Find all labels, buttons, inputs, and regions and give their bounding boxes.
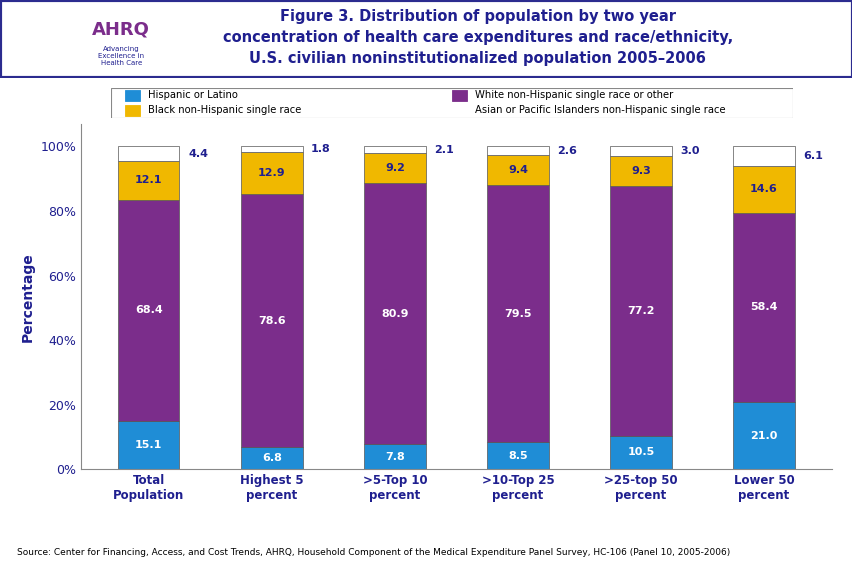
Text: 12.1: 12.1 (135, 175, 162, 185)
Bar (733, 166, 794, 213)
Bar (609, 156, 671, 186)
Text: 12.9: 12.9 (257, 168, 285, 178)
Bar (486, 146, 548, 155)
Text: 79.5: 79.5 (504, 309, 531, 319)
Text: 68.4: 68.4 (135, 305, 163, 315)
Text: Asian or Pacific Islanders non-Hispanic single race: Asian or Pacific Islanders non-Hispanic … (475, 105, 725, 115)
Bar (452, 105, 467, 116)
Bar (364, 153, 425, 183)
Bar (609, 435, 671, 469)
Text: AHRQ: AHRQ (92, 20, 150, 38)
Text: Black non-Hispanic single race: Black non-Hispanic single race (147, 105, 301, 115)
Bar (118, 161, 179, 200)
Bar (486, 185, 548, 442)
Text: 3.0: 3.0 (680, 146, 699, 156)
Text: 21.0: 21.0 (750, 430, 777, 441)
Bar (733, 146, 794, 166)
Bar (118, 146, 179, 161)
Bar (733, 213, 794, 401)
Text: 1.8: 1.8 (311, 144, 331, 154)
Text: Advancing
Excellence in
Health Care: Advancing Excellence in Health Care (98, 46, 144, 66)
Bar (364, 183, 425, 444)
Text: Hispanic or Latino: Hispanic or Latino (147, 90, 238, 100)
Text: 4.4: 4.4 (188, 149, 208, 158)
Bar (452, 90, 467, 101)
Text: 9.3: 9.3 (630, 166, 650, 176)
Text: Source: Center for Financing, Access, and Cost Trends, AHRQ, Household Component: Source: Center for Financing, Access, an… (17, 548, 729, 558)
Bar (241, 146, 302, 152)
Text: 6.8: 6.8 (262, 453, 281, 464)
Text: 7.8: 7.8 (384, 452, 404, 462)
Text: 9.4: 9.4 (507, 165, 527, 175)
Bar (364, 146, 425, 153)
Text: 14.6: 14.6 (749, 184, 777, 195)
Text: 9.2: 9.2 (384, 163, 405, 173)
Bar (609, 146, 671, 156)
Text: 2.1: 2.1 (434, 145, 453, 155)
Bar (733, 401, 794, 469)
Text: 6.1: 6.1 (803, 151, 822, 161)
Text: 80.9: 80.9 (381, 309, 408, 319)
Text: 8.5: 8.5 (508, 450, 527, 461)
Text: ⚕: ⚕ (30, 28, 43, 52)
Text: 58.4: 58.4 (750, 302, 777, 312)
Text: Figure 3. Distribution of population by two year
concentration of health care ex: Figure 3. Distribution of population by … (222, 9, 732, 66)
Text: 15.1: 15.1 (135, 440, 162, 450)
Bar (124, 90, 140, 101)
Text: 10.5: 10.5 (626, 448, 653, 457)
Text: White non-Hispanic single race or other: White non-Hispanic single race or other (475, 90, 673, 100)
Bar (609, 186, 671, 435)
Bar (486, 155, 548, 185)
Bar (124, 105, 140, 116)
Bar (486, 442, 548, 469)
Bar (118, 420, 179, 469)
Bar (364, 444, 425, 469)
Y-axis label: Percentage: Percentage (20, 252, 35, 342)
Text: 78.6: 78.6 (257, 316, 285, 325)
Bar (241, 152, 302, 194)
Text: 77.2: 77.2 (626, 306, 654, 316)
Bar (118, 200, 179, 420)
Text: 2.6: 2.6 (556, 146, 577, 156)
Bar (241, 194, 302, 448)
Bar (241, 448, 302, 469)
